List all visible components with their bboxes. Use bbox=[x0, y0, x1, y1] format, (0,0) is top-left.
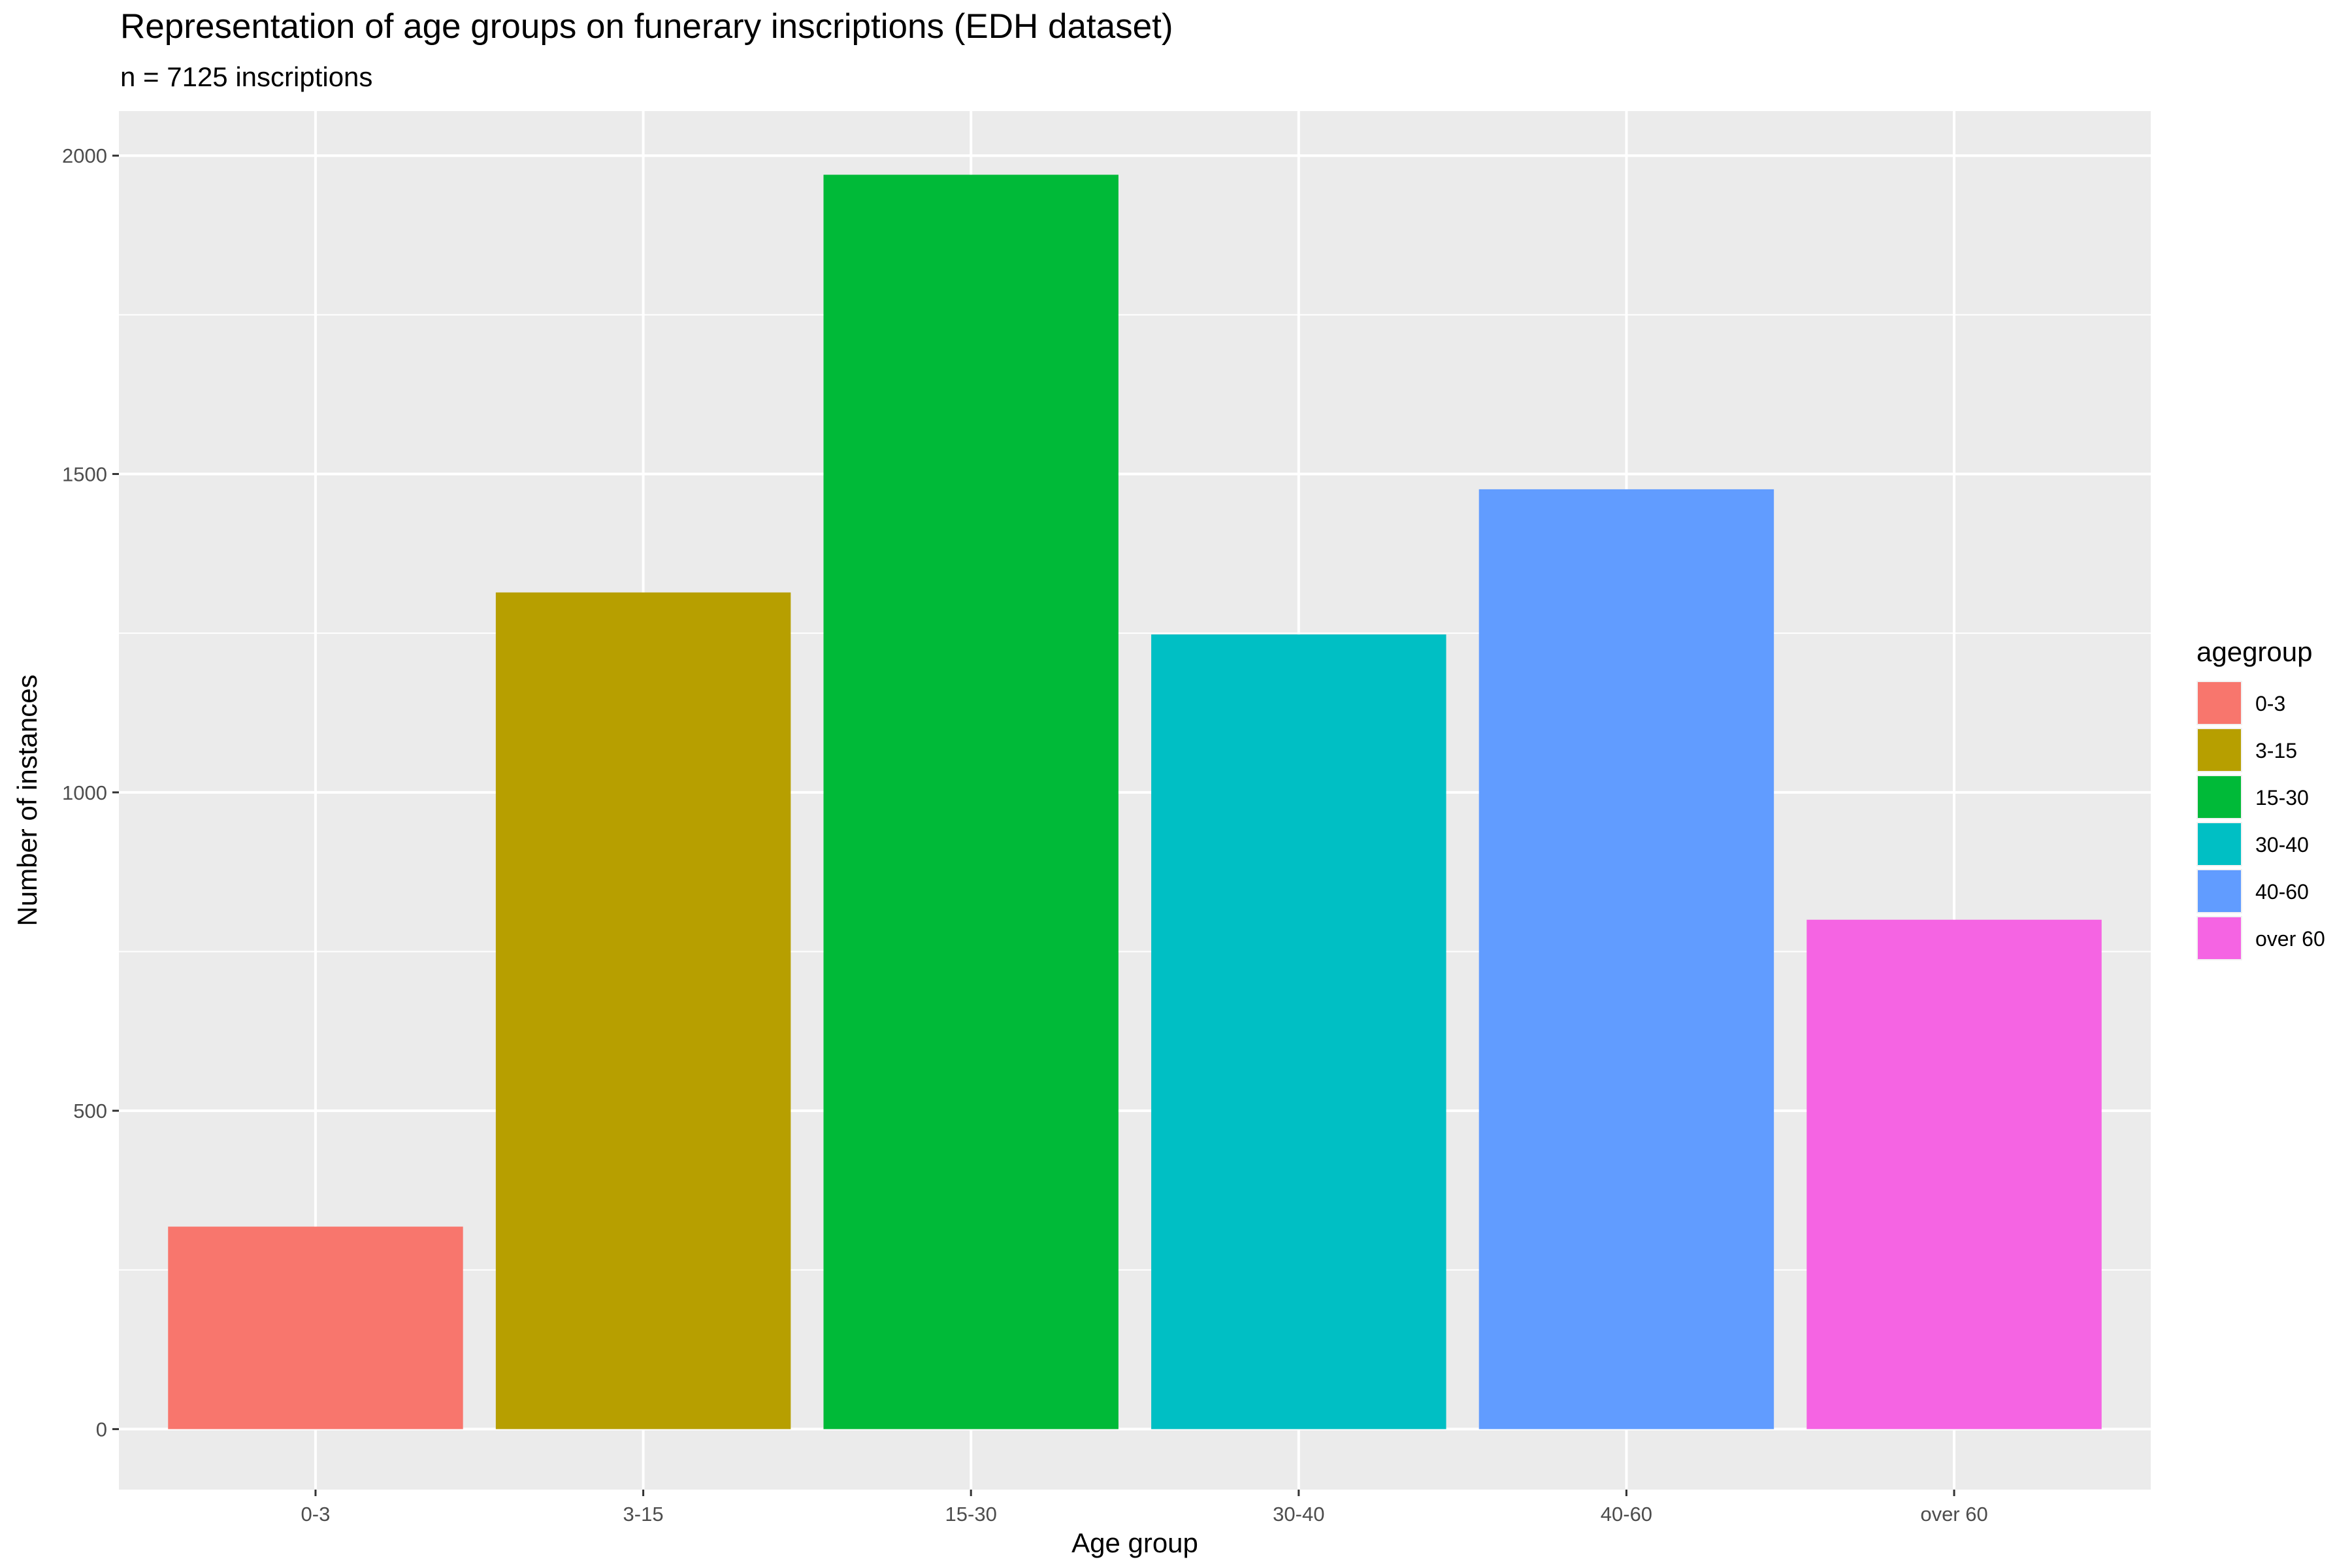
legend: agegroup 0-3 3-15 15-30 30-40 40-60 over 60 bbox=[2197, 636, 2325, 960]
legend-key-30-40 bbox=[2198, 823, 2241, 865]
bar-over-60 bbox=[1806, 919, 2102, 1429]
x-tick-label: over 60 bbox=[1920, 1503, 1987, 1526]
bar-0-3 bbox=[168, 1226, 463, 1429]
legend-label: 15-30 bbox=[2255, 786, 2309, 809]
legend-key-40-60 bbox=[2198, 870, 2241, 912]
legend-label: 0-3 bbox=[2255, 692, 2285, 715]
bar-40-60 bbox=[1478, 489, 1774, 1429]
y-tick-label: 500 bbox=[73, 1100, 107, 1122]
legend-label: 30-40 bbox=[2255, 833, 2309, 857]
y-tick-label: 1000 bbox=[62, 781, 107, 804]
x-tick-label: 0-3 bbox=[301, 1503, 331, 1526]
x-tick-label: 40-60 bbox=[1601, 1503, 1652, 1526]
legend-title: agegroup bbox=[2197, 636, 2313, 667]
y-tick-label: 2000 bbox=[62, 144, 107, 167]
y-axis-label: Number of instances bbox=[12, 674, 42, 926]
x-axis: 0-3 3-15 15-30 30-40 40-60 over 60 bbox=[301, 1490, 1988, 1526]
bar-3-15 bbox=[495, 592, 791, 1429]
y-axis: 0 500 1000 1500 2000 bbox=[62, 144, 119, 1441]
chart-title: Representation of age groups on funerary… bbox=[120, 7, 1173, 46]
legend-key-over-60 bbox=[2198, 917, 2241, 959]
bars bbox=[168, 174, 2102, 1429]
legend-label: over 60 bbox=[2255, 927, 2325, 951]
legend-key-3-15 bbox=[2198, 729, 2241, 771]
x-tick-label: 3-15 bbox=[623, 1503, 664, 1526]
y-tick-label: 1500 bbox=[62, 463, 107, 486]
x-tick-label: 15-30 bbox=[945, 1503, 997, 1526]
bar-15-30 bbox=[823, 174, 1119, 1429]
legend-key-0-3 bbox=[2198, 682, 2241, 724]
legend-label: 40-60 bbox=[2255, 880, 2309, 904]
legend-label: 3-15 bbox=[2255, 739, 2297, 762]
bar-30-40 bbox=[1151, 634, 1446, 1429]
y-tick-label: 0 bbox=[96, 1418, 107, 1441]
legend-key-15-30 bbox=[2198, 776, 2241, 818]
x-axis-label: Age group bbox=[1071, 1527, 1198, 1558]
chart-subtitle: n = 7125 inscriptions bbox=[120, 61, 373, 92]
x-tick-label: 30-40 bbox=[1273, 1503, 1324, 1526]
